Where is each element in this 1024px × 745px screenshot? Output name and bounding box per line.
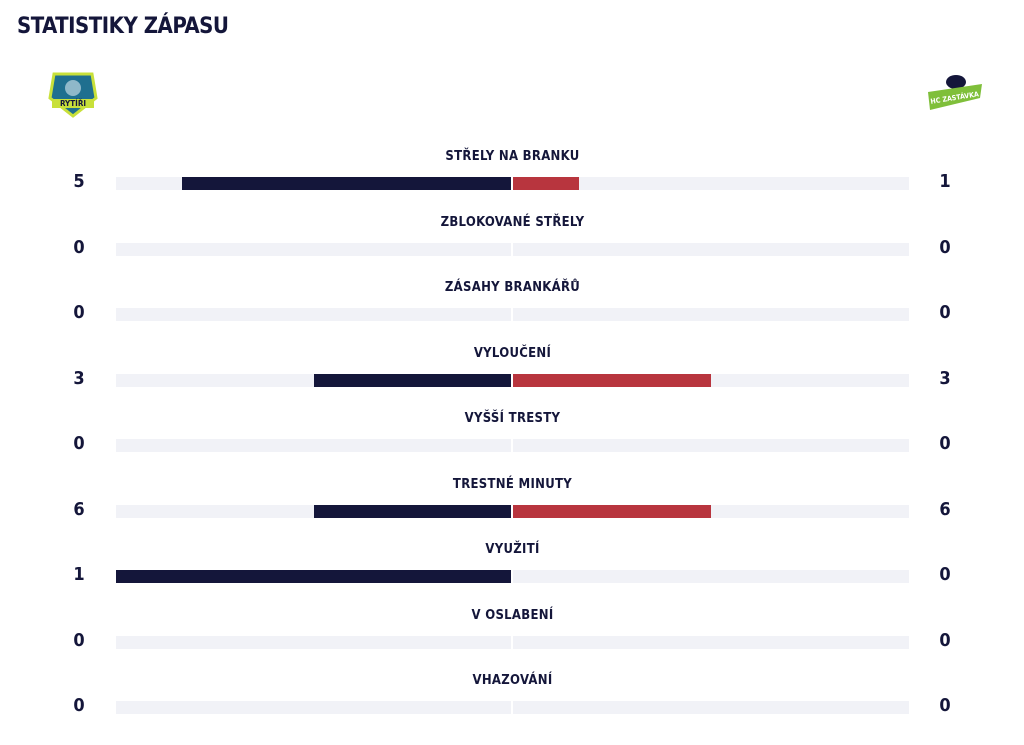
home-bar [116,570,511,583]
home-value: 0 [73,433,85,454]
stat-label: ZÁSAHY BRANKÁŘŮ [444,280,581,295]
away-track [513,177,909,190]
home-bar [181,177,511,190]
home-track [116,635,511,649]
home-value: 0 [73,236,85,258]
title: STATISTIKY ZÁPASU [17,14,229,39]
home-value: 1 [73,564,85,585]
away-track [513,570,909,583]
stat-label: VHAZOVÁNÍ [472,673,553,688]
home-track [116,308,511,321]
stat-label: V OSLABENÍ [471,607,554,623]
home-track [116,242,511,256]
home-value: 0 [73,695,85,716]
away-track [513,701,909,714]
away-value: 0 [939,433,951,454]
away-value: 3 [939,367,951,389]
stat-label: TRESTNÉ MINUTY [452,476,573,492]
away-track [513,308,909,321]
home-value: 0 [73,302,85,323]
away-value: 6 [939,498,951,520]
away-logo: HC ZASTÁVKA [928,75,982,110]
home-track [116,439,511,452]
home-value: 0 [73,629,85,651]
home-bar [313,504,511,518]
away-track [513,635,909,649]
away-track [513,242,909,256]
away-bar [513,373,711,387]
stat-label: VYLOUČENÍ [473,345,552,361]
away-bar [513,177,579,190]
away-track [513,439,909,452]
home-value: 5 [73,171,85,192]
away-value: 1 [939,171,951,192]
home-value: 3 [73,367,85,389]
away-value: 0 [939,564,951,585]
away-value: 0 [939,302,951,323]
away-value: 0 [939,236,951,258]
stat-label: VYUŽITÍ [485,542,540,557]
home-bar [313,373,511,387]
away-value: 0 [939,629,951,651]
home-value: 6 [73,498,85,520]
stat-label: VYŠŠÍ TRESTY [464,411,561,426]
away-bar [513,504,711,518]
stat-label: ZBLOKOVANÉ STŘELY [440,214,585,230]
home-logo: RYTÍŘI [48,72,98,118]
stat-label: STŘELY NA BRANKU [445,149,580,164]
home-track [116,701,511,714]
home-logo-text: RYTÍŘI [60,97,86,108]
away-value: 0 [939,695,951,716]
